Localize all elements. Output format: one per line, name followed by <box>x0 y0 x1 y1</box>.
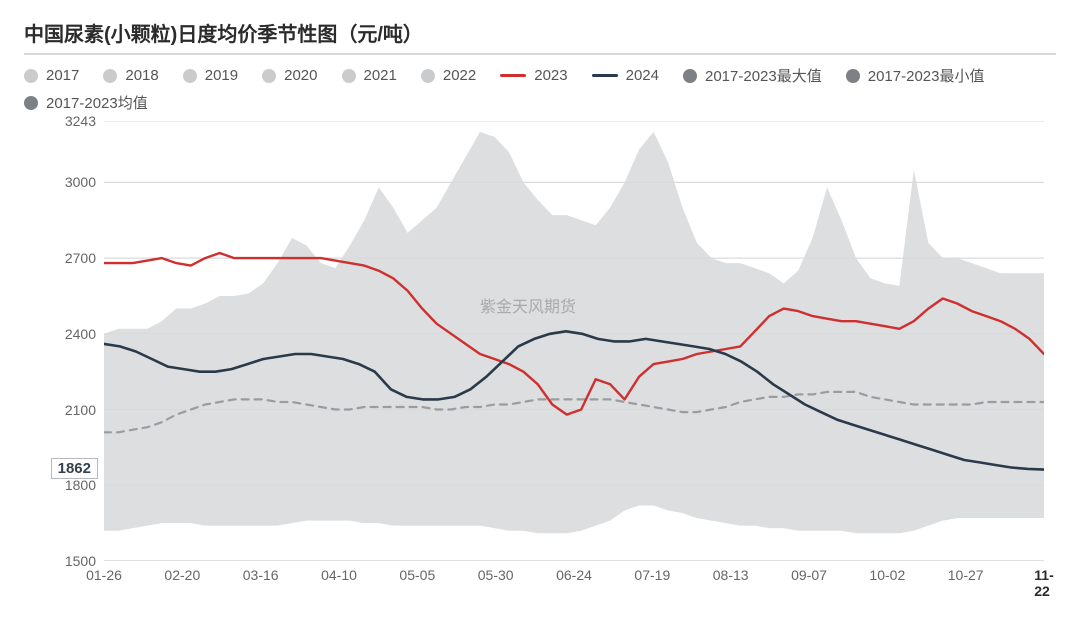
legend-label: 2022 <box>443 67 476 84</box>
x-axis-label: 01-26 <box>86 567 122 583</box>
legend-label: 2017-2023均值 <box>46 92 148 113</box>
y-axis-label: 2100 <box>65 402 96 418</box>
x-axis-label: 02-20 <box>164 567 200 583</box>
legend: 2017 2018 2019 2020 2021 2022 2023 2024 2017-202… <box>24 65 1056 113</box>
x-axis-label: 10-02 <box>869 567 905 583</box>
x-axis-label: 03-16 <box>243 567 279 583</box>
legend-item[interactable]: 2017-2023最小值 <box>846 65 985 86</box>
chart-container: 中国尿素(小颗粒)日度均价季节性图（元/吨） 20172018201920202… <box>0 0 1080 630</box>
legend-item[interactable]: 2019 <box>183 65 238 86</box>
title-underline <box>24 53 1056 55</box>
plot-area: 紫金天风期货 150018002100240027003000324301-26… <box>104 121 1044 561</box>
watermark: 紫金天风期货 <box>480 293 576 317</box>
legend-dot-swatch <box>421 69 435 83</box>
legend-item[interactable]: 2017-2023均值 <box>24 92 148 113</box>
x-axis-label: 06-24 <box>556 567 592 583</box>
x-axis-label: 05-05 <box>399 567 435 583</box>
legend-label: 2024 <box>626 67 659 84</box>
x-axis-label: 09-07 <box>791 567 827 583</box>
x-axis-label: 04-10 <box>321 567 357 583</box>
legend-label: 2018 <box>125 67 158 84</box>
legend-item[interactable]: 2023 <box>500 65 567 86</box>
x-axis-label: 05-30 <box>478 567 514 583</box>
x-axis-label: 08-13 <box>713 567 749 583</box>
legend-item[interactable]: 2017-2023最大值 <box>683 65 822 86</box>
value-callout: 1862 <box>51 458 98 479</box>
legend-dot-swatch <box>262 69 276 83</box>
legend-item[interactable]: 2017 <box>24 65 79 86</box>
y-axis-label: 3000 <box>65 174 96 190</box>
chart-svg <box>104 121 1044 561</box>
x-axis-label: 11-22 <box>1034 567 1053 599</box>
legend-item[interactable]: 2021 <box>342 65 397 86</box>
y-axis-label: 2700 <box>65 250 96 266</box>
legend-dot-swatch <box>103 69 117 83</box>
legend-label: 2021 <box>364 67 397 84</box>
chart-title: 中国尿素(小颗粒)日度均价季节性图（元/吨） <box>24 18 1056 47</box>
legend-label: 2019 <box>205 67 238 84</box>
legend-item[interactable]: 2020 <box>262 65 317 86</box>
legend-line-swatch <box>500 74 526 77</box>
legend-dot-swatch <box>183 69 197 83</box>
legend-dot-swatch <box>683 69 697 83</box>
legend-label: 2023 <box>534 67 567 84</box>
y-axis-label: 3243 <box>65 113 96 129</box>
legend-dot-swatch <box>846 69 860 83</box>
legend-item[interactable]: 2018 <box>103 65 158 86</box>
legend-label: 2020 <box>284 67 317 84</box>
legend-label: 2017 <box>46 67 79 84</box>
legend-dot-swatch <box>24 69 38 83</box>
y-axis-label: 1800 <box>65 477 96 493</box>
legend-dot-swatch <box>342 69 356 83</box>
x-axis-label: 07-19 <box>634 567 670 583</box>
legend-item[interactable]: 2024 <box>592 65 659 86</box>
legend-dot-swatch <box>24 96 38 110</box>
x-axis-label: 10-27 <box>948 567 984 583</box>
legend-item[interactable]: 2022 <box>421 65 476 86</box>
legend-line-swatch <box>592 74 618 77</box>
legend-label: 2017-2023最小值 <box>868 65 985 86</box>
y-axis-label: 2400 <box>65 326 96 342</box>
legend-label: 2017-2023最大值 <box>705 65 822 86</box>
